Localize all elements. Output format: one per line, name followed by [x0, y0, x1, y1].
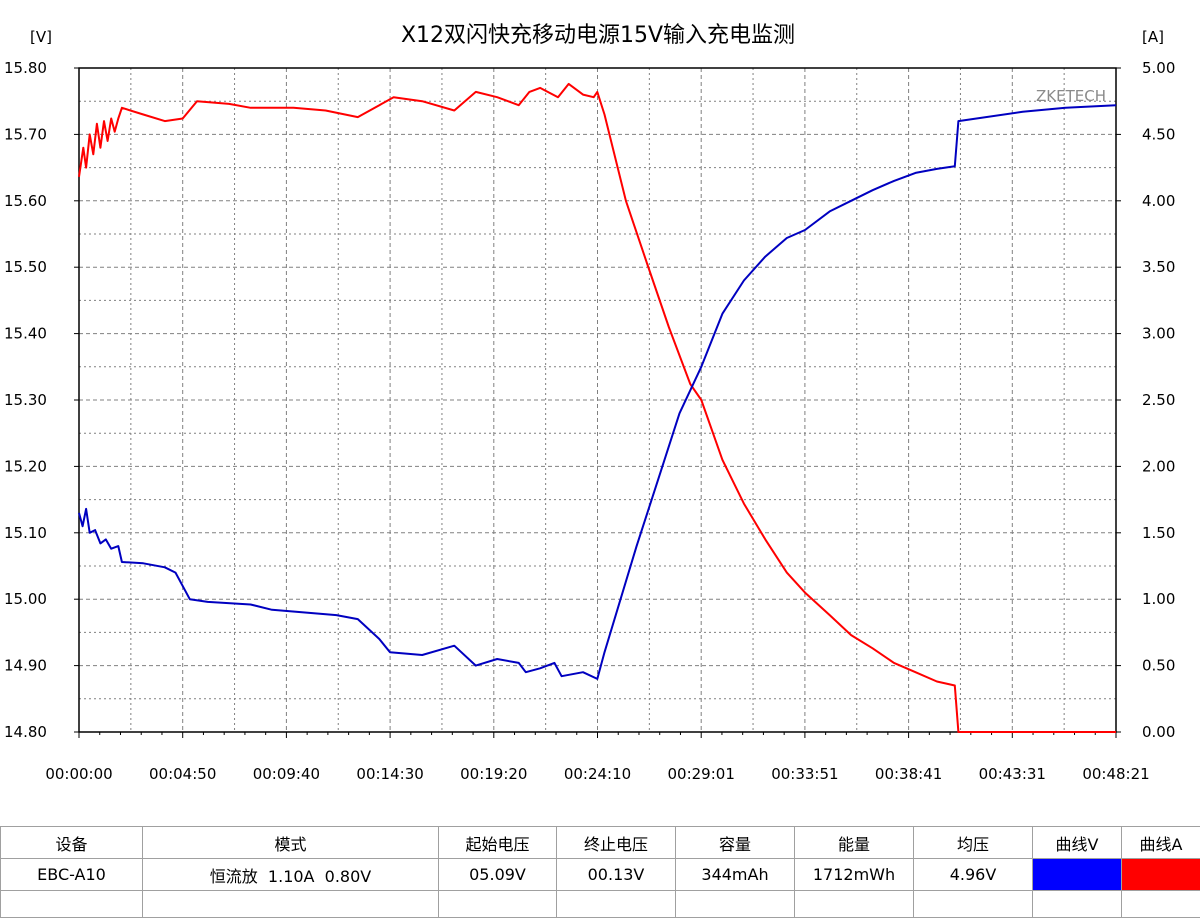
chart-title: X12双闪快充移动电源15V输入充电监测	[401, 23, 795, 48]
header-mode: 模式	[142, 826, 439, 859]
series-lines	[78, 82, 1117, 733]
summary-header-row: 设备 模式 起始电压 终止电压 容量 能量 均压 曲线V 曲线A	[0, 826, 1200, 859]
x-tick-label: 00:43:31	[979, 765, 1046, 783]
right-tick-label: 3.50	[1142, 258, 1175, 276]
right-tick-label: 0.50	[1142, 657, 1175, 675]
x-tick-label: 00:04:50	[149, 765, 216, 783]
x-axis-ticks: 00:00:00 00:04:50 00:09:40 00:14:30 00:19:20…	[45, 732, 1150, 783]
left-tick-label: 15.10	[4, 524, 47, 542]
cell-mode: 恒流放 1.10A 0.80V	[142, 858, 439, 891]
header-curve-v: 曲线V	[1032, 826, 1122, 859]
cell-device: EBC-A10	[0, 858, 143, 891]
header-device: 设备	[0, 826, 143, 859]
left-tick-label: 15.60	[4, 192, 47, 210]
right-tick-label: 2.50	[1142, 391, 1175, 409]
header-energy: 能量	[794, 826, 914, 859]
left-tick-label: 14.90	[4, 657, 47, 675]
x-tick-label: 00:48:21	[1082, 765, 1149, 783]
right-tick-label: 4.00	[1142, 192, 1175, 210]
left-tick-label: 15.70	[4, 125, 47, 143]
x-tick-label: 00:14:30	[356, 765, 423, 783]
right-axis-unit: [A]	[1142, 28, 1164, 46]
right-tick-label: 3.00	[1142, 325, 1175, 343]
header-avg-voltage: 均压	[913, 826, 1033, 859]
left-tick-label: 15.20	[4, 457, 47, 475]
x-tick-label: 00:33:51	[771, 765, 838, 783]
x-tick-label: 00:00:00	[45, 765, 112, 783]
x-tick-label: 00:19:20	[460, 765, 527, 783]
left-tick-label: 15.40	[4, 325, 47, 343]
header-capacity: 容量	[675, 826, 795, 859]
left-tick-label: 14.80	[4, 723, 47, 741]
curve-a-color-swatch[interactable]	[1122, 859, 1200, 890]
right-tick-label: 5.00	[1142, 59, 1175, 77]
right-axis-ticks: 5.00 4.50 4.00 3.50 3.00 2.50 2.00 1.50 1.00 0.50…	[1116, 59, 1175, 741]
grid-lines	[79, 68, 1116, 732]
charge-monitor-chart: X12双闪快充移动电源15V输入充电监测 [V] [A] ZKETECH 15.…	[4, 23, 1175, 783]
header-start-voltage: 起始电压	[438, 826, 557, 859]
right-tick-label: 2.00	[1142, 457, 1175, 475]
right-tick-label: 4.50	[1142, 125, 1175, 143]
curve-v-swatch-cell[interactable]	[1032, 858, 1122, 891]
x-tick-label: 00:24:10	[564, 765, 631, 783]
cell-capacity: 344mAh	[675, 858, 795, 891]
curve-a-swatch-cell[interactable]	[1121, 858, 1200, 891]
watermark-label: ZKETECH	[1036, 87, 1106, 105]
x-tick-label: 00:29:01	[668, 765, 735, 783]
cell-start-voltage: 05.09V	[438, 858, 557, 891]
curve-v-color-swatch[interactable]	[1033, 859, 1121, 890]
x-tick-label: 00:09:40	[253, 765, 320, 783]
cell-end-voltage: 00.13V	[556, 858, 676, 891]
summary-data-row: EBC-A10 恒流放 1.10A 0.80V 05.09V 00.13V 34…	[0, 858, 1200, 891]
right-tick-label: 1.00	[1142, 590, 1175, 608]
summary-empty-row	[0, 890, 1200, 918]
summary-table: 设备 模式 起始电压 终止电压 容量 能量 均压 曲线V 曲线A EBC-A10…	[0, 826, 1200, 918]
series-line-blue	[78, 104, 1117, 680]
x-tick-label: 00:38:41	[875, 765, 942, 783]
left-tick-label: 15.30	[4, 391, 47, 409]
left-axis-ticks: 15.80 15.70 15.60 15.50 15.40 15.30 15.20 15.10…	[4, 59, 79, 741]
series-line-red	[78, 82, 1116, 733]
header-curve-a: 曲线A	[1121, 826, 1200, 859]
cell-avg-voltage: 4.96V	[913, 858, 1033, 891]
header-end-voltage: 终止电压	[556, 826, 676, 859]
left-tick-label: 15.00	[4, 590, 47, 608]
left-axis-unit: [V]	[30, 28, 52, 46]
right-tick-label: 0.00	[1142, 723, 1175, 741]
right-tick-label: 1.50	[1142, 524, 1175, 542]
left-tick-label: 15.80	[4, 59, 47, 77]
left-tick-label: 15.50	[4, 258, 47, 276]
cell-energy: 1712mWh	[794, 858, 914, 891]
